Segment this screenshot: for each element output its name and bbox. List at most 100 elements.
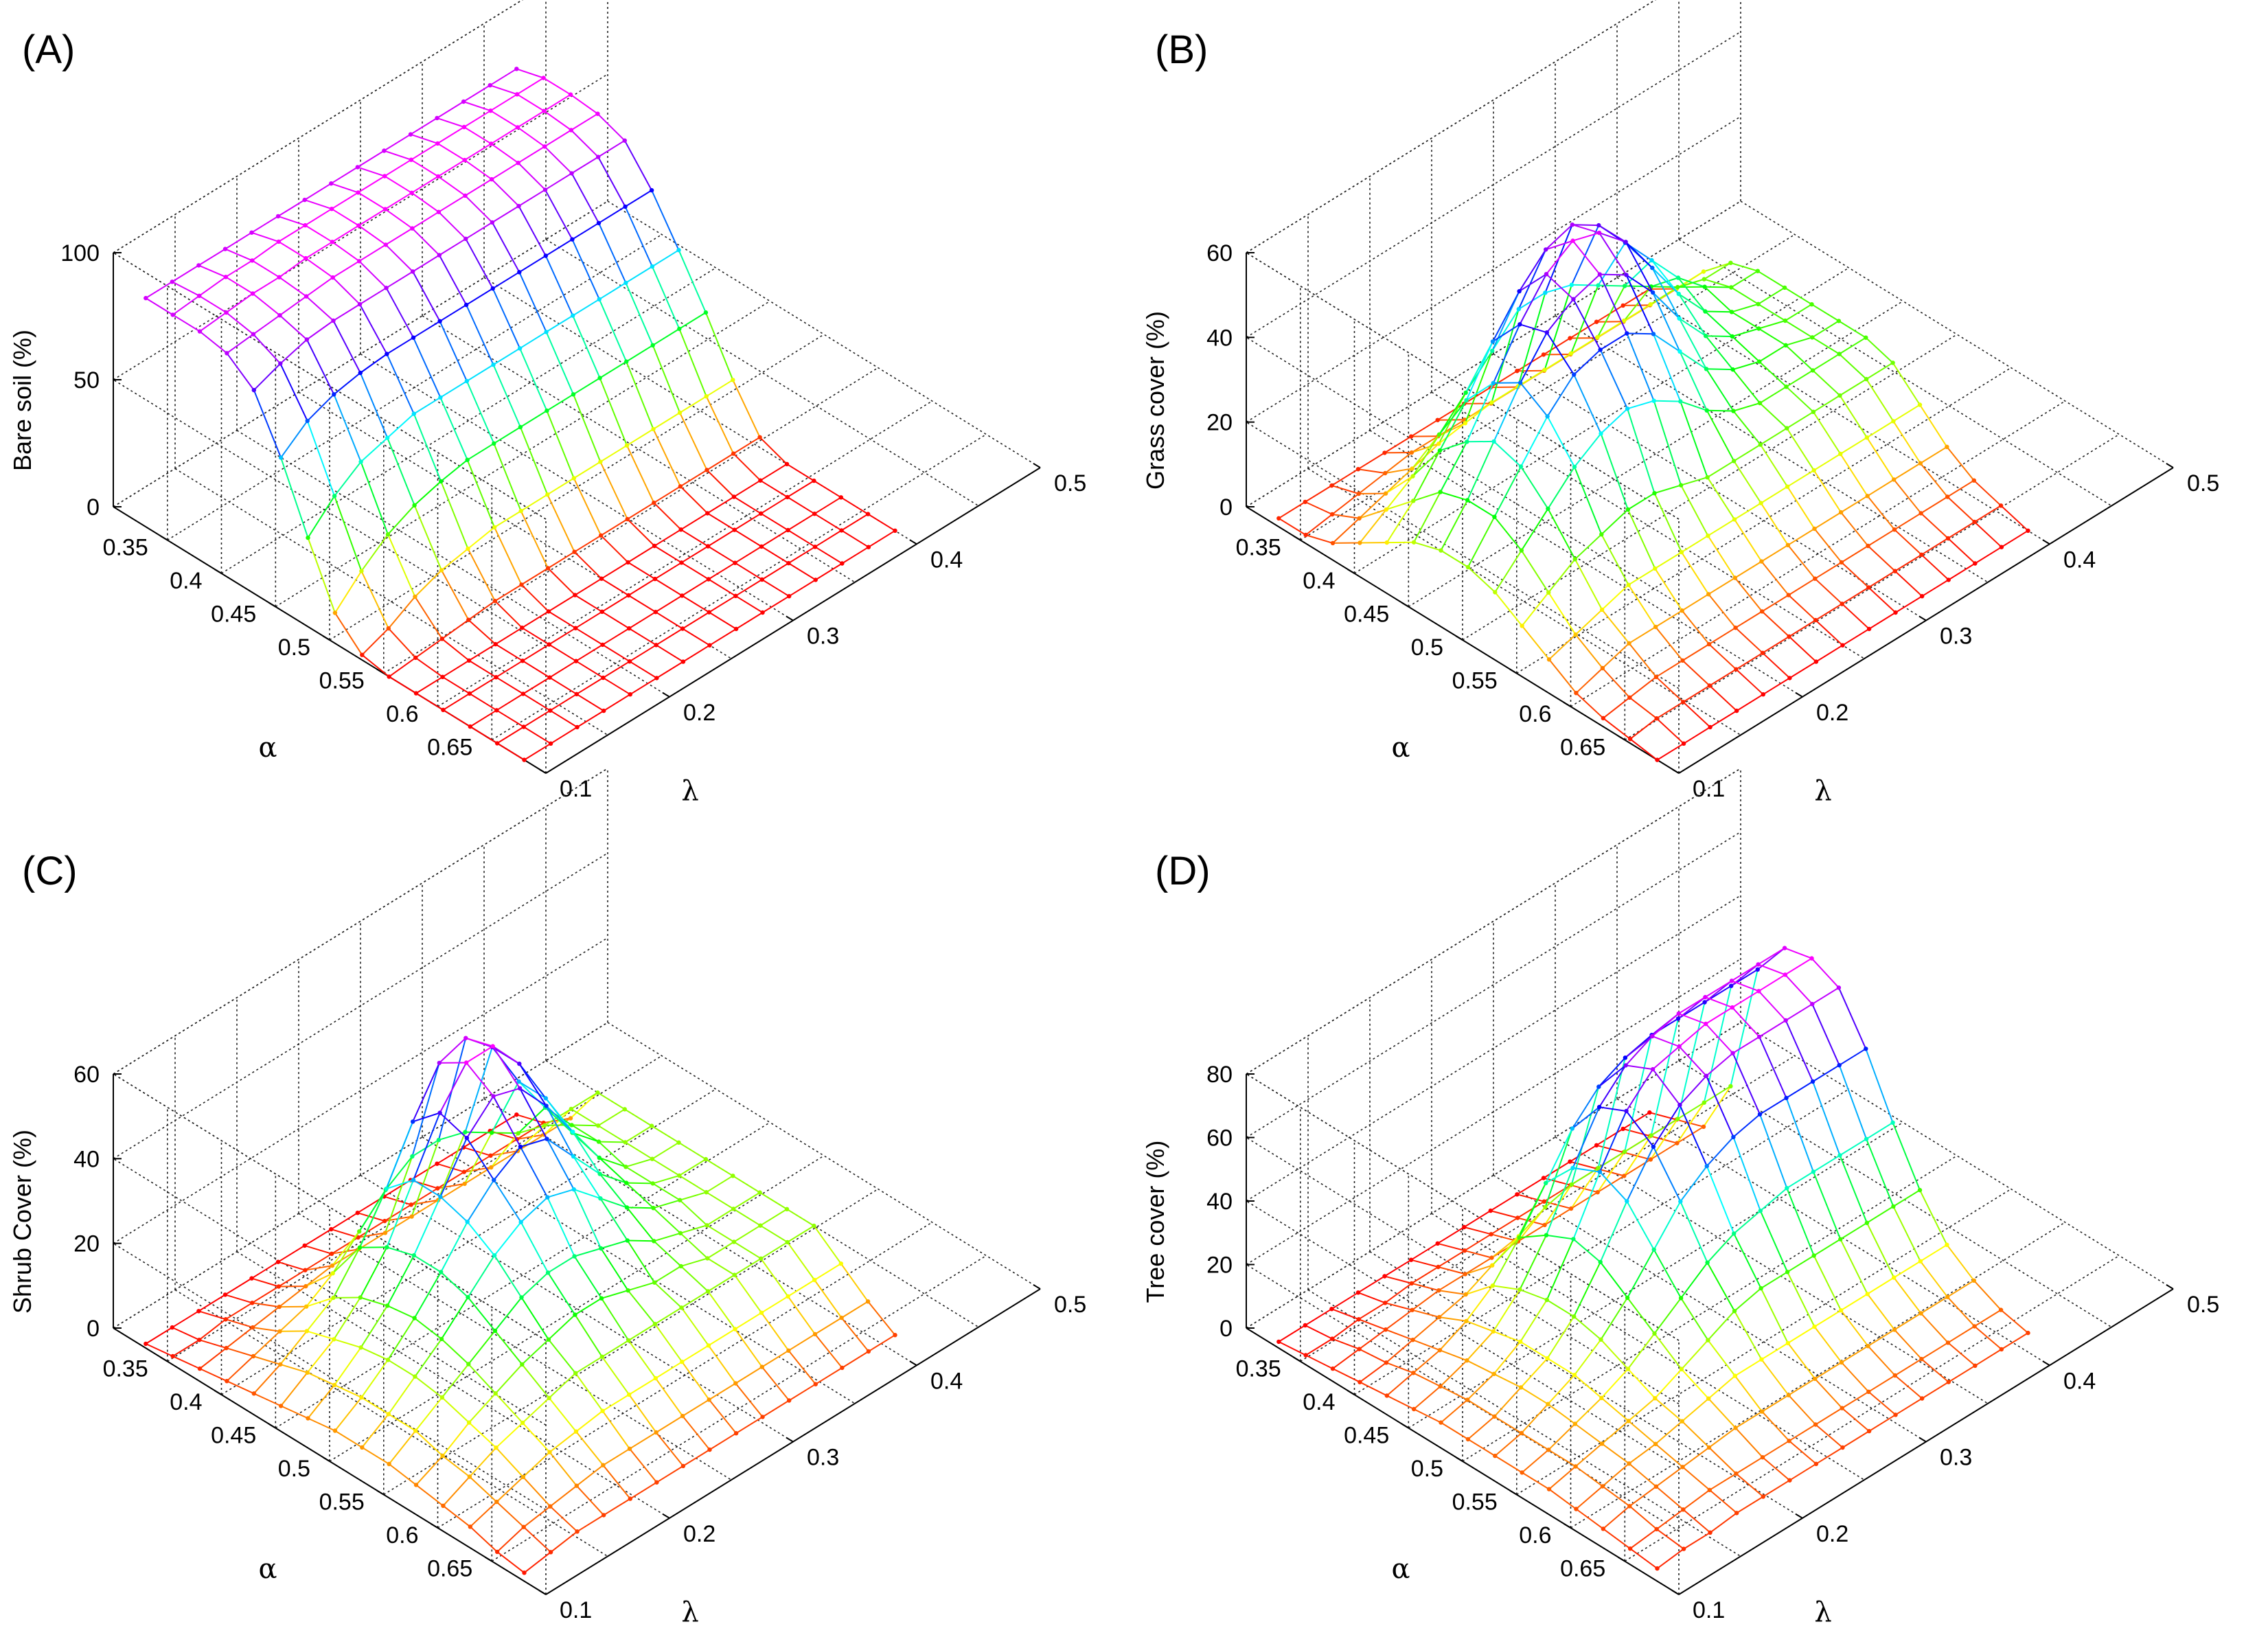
surface-edge [1494,591,1523,627]
surface-point [1785,426,1789,431]
surface-edge [1410,419,1439,437]
surface-edge [549,1485,577,1507]
surface-edge [626,1182,653,1185]
surface-point [1919,552,1924,557]
surface-point [545,1270,551,1275]
surface-edge [307,537,336,613]
surface-point [628,1496,632,1501]
surface-point [440,674,445,679]
alpha-tick-label: 0.35 [1236,1356,1281,1382]
surface-edge [868,1334,896,1352]
surface-point [439,479,444,484]
surface-edge [384,1196,412,1206]
surface-edge [1629,676,1657,698]
surface-point [649,1123,654,1128]
floor-gridline [360,1174,794,1443]
surface-edge [709,1432,737,1450]
surface-edge [1710,1512,1737,1533]
surface-edge [334,1347,362,1386]
surface-point [1383,491,1388,496]
surface-edge [680,469,708,488]
surface-point [1678,483,1684,488]
surface-point [438,395,443,400]
surface-edge [1815,644,1844,663]
surface-edge [653,502,682,530]
surface-edge [1517,1217,1545,1226]
surface-point [1572,1421,1577,1426]
surface-edge [545,189,573,240]
surface-edge [544,129,572,148]
surface-edge [441,548,469,571]
surface-point [596,1139,602,1144]
surface-edge [413,481,442,506]
surface-edge [516,68,544,79]
surface-point [1541,352,1546,357]
surface-edge [439,1112,468,1139]
surface-edge [1520,332,1548,383]
surface-edge [1867,545,1896,572]
surface-point [1568,1159,1572,1164]
surface-edge [518,1081,547,1099]
surface-point [1544,1180,1548,1185]
surface-point [1787,676,1792,681]
wall-top-edge [113,768,608,1075]
surface-edge [1759,444,1788,488]
surface-edge [786,1242,816,1281]
surface-point [573,659,579,663]
surface-edge [490,126,518,145]
surface-edge [463,110,492,128]
surface-edge [252,276,280,295]
surface-point [548,741,553,746]
surface-point [494,708,499,713]
surface-point [409,157,413,162]
surface-edge [706,1208,734,1226]
surface-point [706,1343,711,1348]
surface-edge [1331,485,1360,494]
surface-point [812,1331,818,1337]
surface-point [332,392,336,397]
surface-point [1945,1242,1949,1247]
surface-point [571,476,576,481]
surface-edge [1762,652,1791,679]
surface-edge [1759,320,1786,330]
surface-point [489,1130,494,1135]
surface-edge [1735,668,1764,695]
surface-edge [442,1397,470,1424]
surface-edge [304,1244,332,1255]
surface-edge [545,255,574,317]
floor-gridline [1493,353,1927,621]
surface-edge [1493,466,1522,518]
surface-edge [308,1417,336,1432]
surface-edge [597,113,626,141]
surface-edge [1652,292,1680,319]
surface-edge [1973,479,2002,507]
surface-edge [1708,643,1737,670]
surface-point [1409,1281,1414,1286]
surface-point [489,176,494,182]
surface-point [1785,1270,1790,1274]
wall-top-edge [1246,252,1680,520]
surface-point [1756,301,1761,306]
surface-edge [1813,1326,1842,1363]
surface-point [1465,439,1469,444]
surface-edge [330,183,358,194]
surface-point [1918,461,1923,466]
surface-point [542,187,548,192]
surface-edge [1840,1310,1869,1347]
lambda-tick-label: 0.3 [1940,624,1972,650]
surface-edge [1894,570,1923,597]
surface-point [520,1362,525,1367]
surface-edge [599,444,628,463]
surface-point [599,576,604,581]
surface-point [812,1277,817,1283]
surface-edge [707,1241,735,1259]
surface-point [1519,548,1524,553]
surface-point [441,1503,446,1508]
surface-point [1493,590,1498,595]
surface-point [571,313,575,318]
surface-edge [1520,466,1549,510]
surface-edge [493,1087,520,1097]
lambda-tick-label: 0.5 [1054,1292,1086,1318]
surface-edge [1656,676,1684,703]
surface-point [1625,407,1630,411]
